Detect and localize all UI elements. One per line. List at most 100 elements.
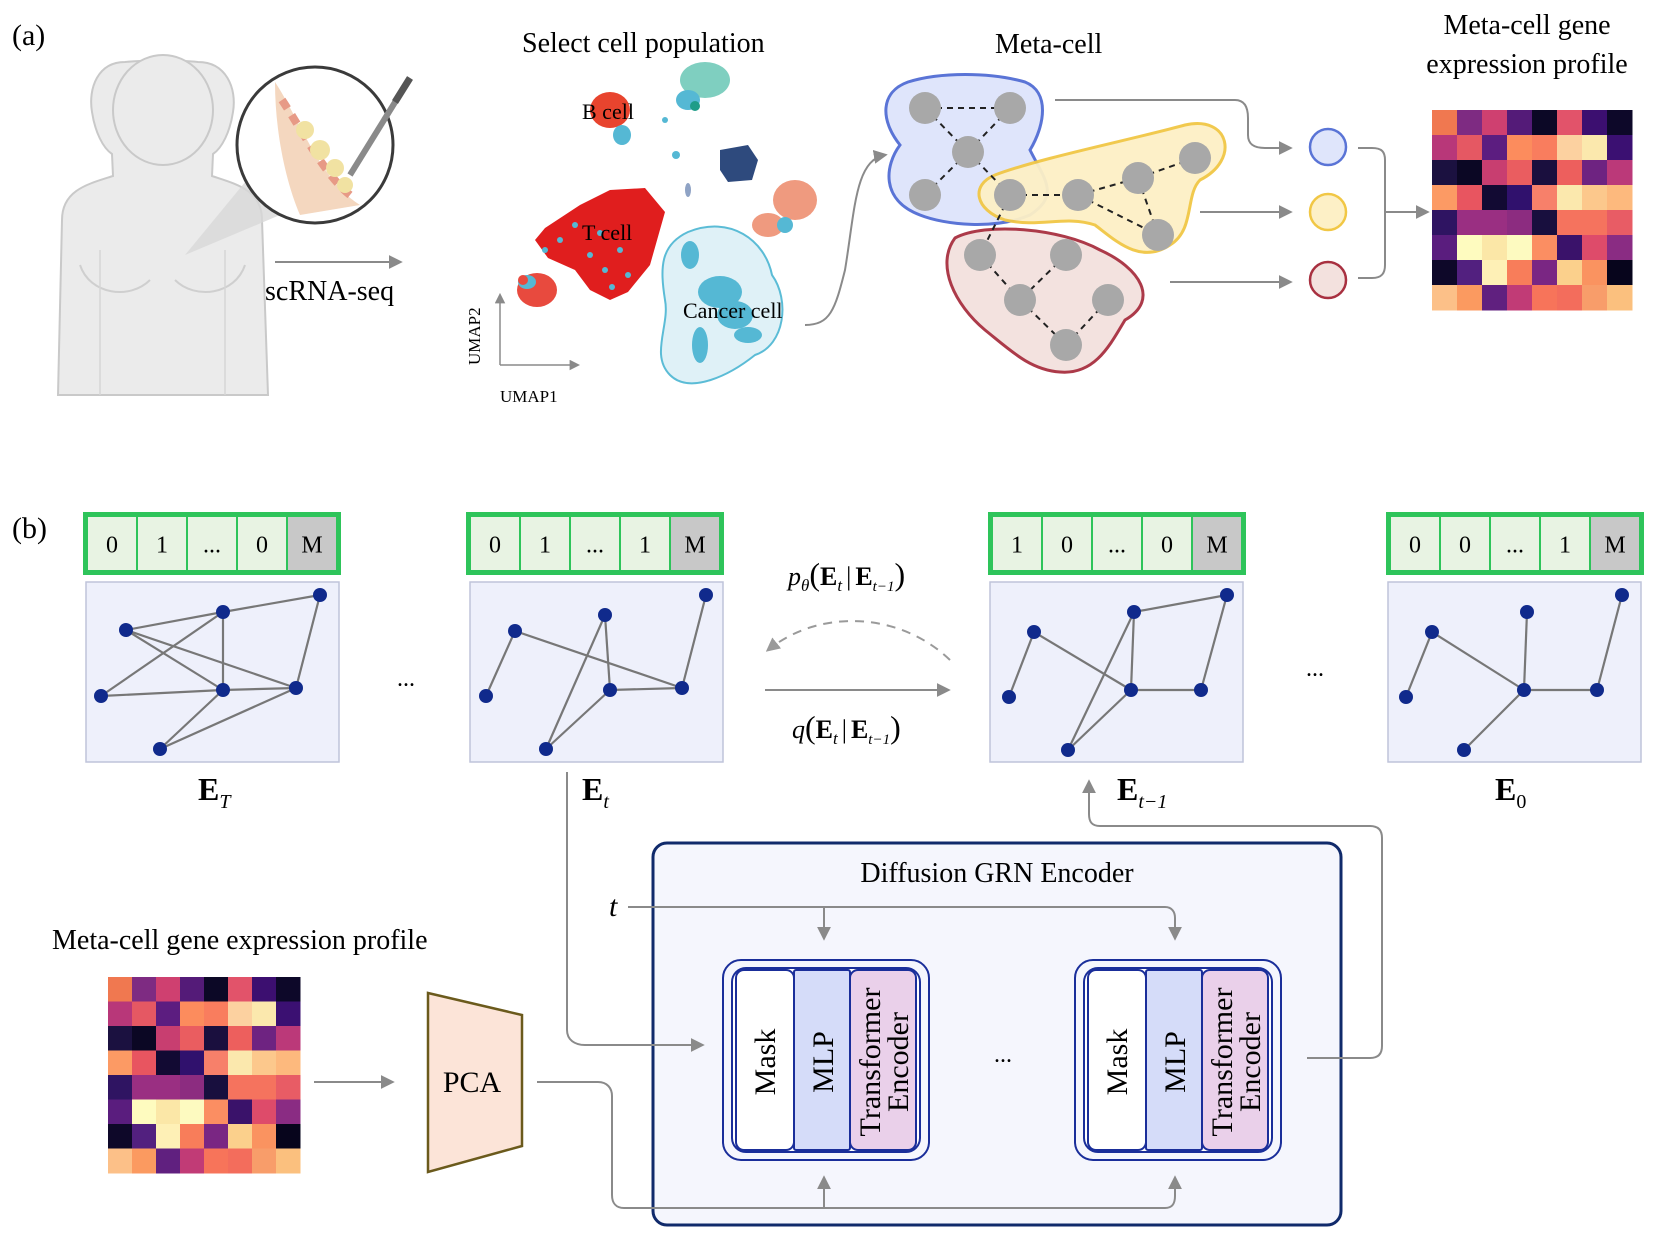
heatmap-cell — [1457, 160, 1483, 186]
heatmap-cell — [1582, 185, 1608, 211]
mask-cell — [236, 515, 288, 572]
heatmap-cell — [228, 1124, 253, 1149]
heatmap-cell — [1482, 185, 1508, 211]
graph-node — [508, 624, 522, 638]
heatmap-cell — [1582, 285, 1608, 311]
graph-edge — [1067, 611, 1135, 751]
heatmap-cell — [276, 1001, 301, 1027]
metacell-merge-bracket — [1358, 147, 1386, 279]
heatmap-cell — [228, 1001, 253, 1027]
heatmap-cell — [1582, 210, 1608, 236]
heatmap-cell — [1582, 160, 1608, 186]
graph-edge — [125, 610, 224, 632]
mask-value: 0 — [1161, 533, 1173, 559]
graph-edge — [159, 686, 297, 751]
mask-cell — [1589, 515, 1641, 572]
heatmap-cell — [1507, 285, 1533, 311]
heatmap-cell — [1432, 210, 1458, 236]
heatmap-cell — [1457, 285, 1483, 311]
encoder-ellipsis: ... — [994, 1042, 1012, 1068]
heatmap-cell — [1482, 260, 1508, 286]
graph-panel — [469, 581, 724, 763]
heatmap-cell — [1457, 235, 1483, 261]
graph-node — [479, 689, 493, 703]
umap-x-label: UMAP1 — [500, 387, 558, 406]
heatmap-cell — [252, 1001, 277, 1027]
graph-edge — [100, 688, 224, 698]
heatmap-cell — [204, 977, 229, 1002]
heatmap-cell — [1557, 285, 1583, 311]
graph-node — [1220, 588, 1234, 602]
heatmap-cell — [1507, 135, 1533, 161]
graph-node — [675, 681, 689, 695]
transformer-label-1b: Encoder — [882, 1012, 915, 1112]
heatmap-cell — [132, 1148, 157, 1174]
graph-node — [603, 683, 617, 697]
heatmap-cell — [204, 1001, 229, 1027]
heatmap-cell — [1432, 260, 1458, 286]
heatmap-cell — [252, 1050, 277, 1076]
heatmap-cell — [1582, 260, 1608, 286]
graph-node — [1425, 625, 1439, 639]
heatmap-cell — [1532, 210, 1558, 236]
heatmap-cell — [1557, 235, 1583, 261]
heatmap-cell — [252, 977, 277, 1002]
reverse-process-label: pθ(Et | Et−1) — [786, 556, 905, 595]
heatmap-cell — [156, 1026, 181, 1051]
heatmap-cell — [180, 1124, 205, 1149]
ellipsis-right: ... — [1306, 656, 1324, 682]
cancer-cell-label: Cancer cell — [683, 298, 783, 323]
heatmap-cell — [1507, 160, 1533, 186]
metacell-title: Meta-cell — [995, 29, 1102, 60]
heatmap-cell — [1607, 235, 1633, 261]
graph-edge — [294, 594, 322, 689]
heatmap-cell — [1457, 110, 1483, 136]
graph-edge — [125, 629, 224, 691]
graph-node — [1127, 605, 1141, 619]
graph-edge — [1431, 631, 1525, 691]
heatmap-cell — [132, 1075, 157, 1100]
graph-edge — [544, 614, 607, 750]
mask-value: 1 — [1559, 533, 1571, 559]
transformer-label-1a: Transformer — [854, 988, 887, 1137]
mlp-label-1: MLP — [807, 1031, 840, 1093]
heatmap-cell — [1482, 210, 1508, 236]
output-to-et-1-arrow — [1082, 779, 1383, 1059]
graph-node — [119, 623, 133, 637]
heatmap-cell — [252, 1124, 277, 1149]
graph-edge — [545, 689, 611, 750]
heatmap-cell — [252, 1148, 277, 1174]
heatmap-cell — [156, 977, 181, 1002]
heatmap-cell — [180, 1026, 205, 1051]
heatmap-cell — [156, 1099, 181, 1125]
pca-label: PCA — [443, 1066, 502, 1099]
umap-scatter — [517, 62, 817, 385]
mask-value: ... — [1108, 533, 1126, 559]
mask-value: M — [1206, 533, 1227, 559]
graph-edge — [1033, 631, 1132, 691]
pca-block — [426, 991, 524, 1174]
heatmap-cell — [276, 1075, 301, 1100]
heatmap-cell — [1607, 160, 1633, 186]
heatmap-cell — [180, 1099, 205, 1125]
graph-node — [1002, 690, 1016, 704]
graph-label-Et: Et — [582, 771, 609, 813]
bottom-profile-title: Meta-cell gene expression profile — [52, 925, 428, 956]
graph-node — [598, 608, 612, 622]
heatmap-cell — [1482, 285, 1508, 311]
heatmap-cell — [1582, 235, 1608, 261]
graph-node — [699, 588, 713, 602]
heatmap-cell — [252, 1026, 277, 1051]
metacell-graph — [884, 73, 1227, 374]
heatmap-bottom — [108, 977, 301, 1174]
profile-title-line1: Meta-cell gene — [1443, 10, 1610, 41]
panel-b-label: (b) — [12, 512, 47, 545]
blue-metacell-arrow — [1055, 99, 1293, 155]
heatmap-cell — [156, 1148, 181, 1174]
heatmap-cell — [1532, 135, 1558, 161]
heatmap-cell — [1507, 235, 1533, 261]
heatmap-cell — [1607, 285, 1633, 311]
heatmap-cell — [1607, 135, 1633, 161]
heatmap-cell — [180, 1001, 205, 1027]
graph-edge — [514, 629, 683, 690]
